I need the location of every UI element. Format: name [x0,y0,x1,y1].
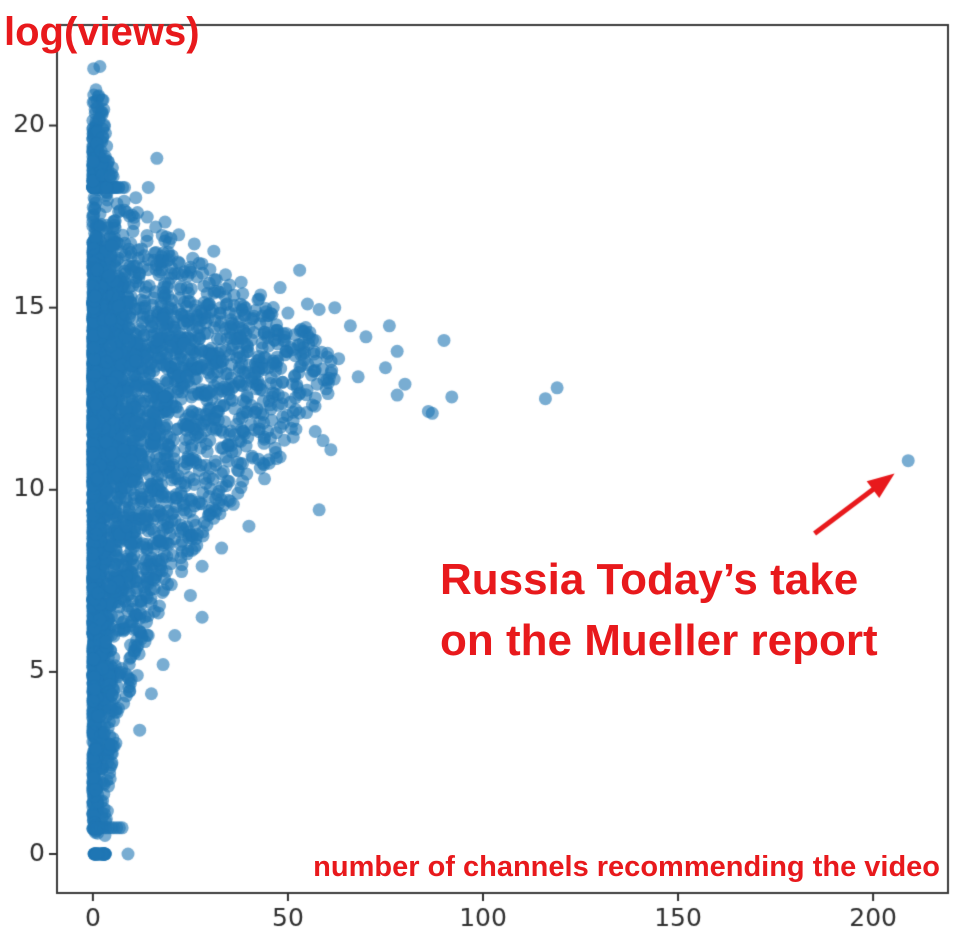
x-axis-label: number of channels recommending the vide… [313,851,940,883]
y-axis-label: log(views) [4,10,200,54]
annotation-line-1: Russia Today’s take [440,555,859,604]
annotation-line-2: on the Mueller report [440,616,878,665]
annotation-text: Russia Today’s take on the Mueller repor… [440,549,878,671]
